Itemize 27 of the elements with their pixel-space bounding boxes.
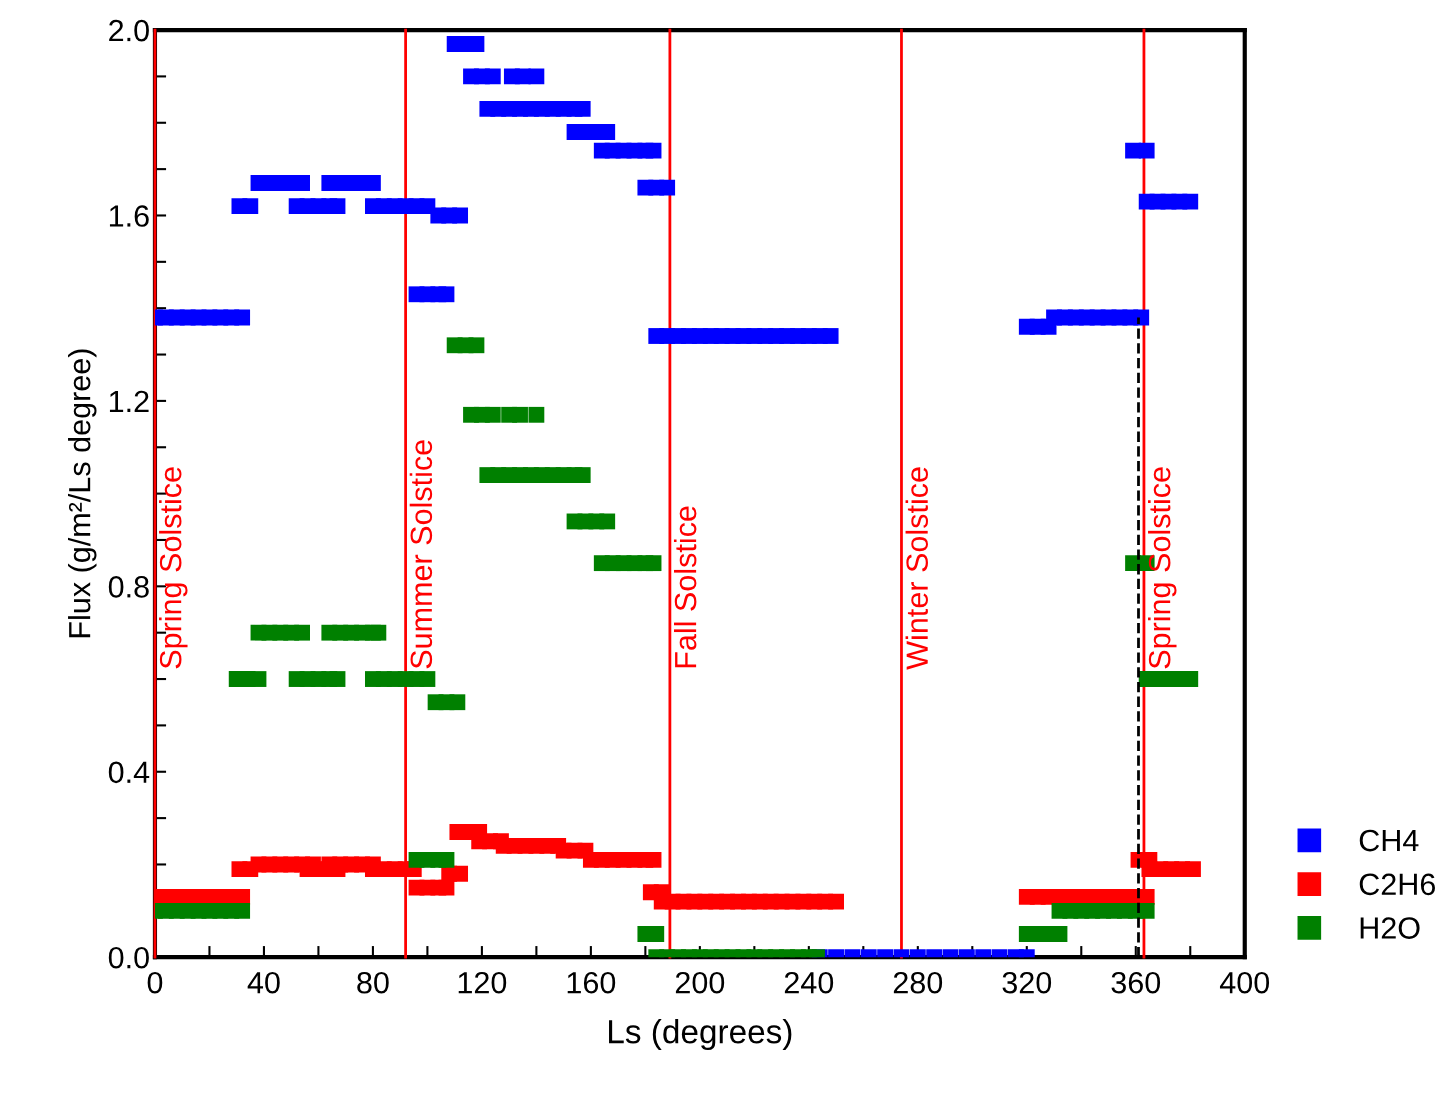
x-tick-label: 160 bbox=[567, 971, 616, 994]
x-tick-label: 40 bbox=[247, 971, 280, 994]
y-tick-label: 0.0 bbox=[108, 946, 149, 969]
y-tick-label: 0.4 bbox=[108, 761, 150, 784]
y-tick-label: 0.8 bbox=[108, 576, 149, 598]
x-tick-label: 200 bbox=[675, 971, 725, 994]
x-tick-label: 240 bbox=[784, 971, 834, 994]
legend-label: H2O bbox=[1360, 917, 1420, 939]
ref-line-label: Winter Solstice bbox=[905, 467, 928, 670]
x-tick-label: 360 bbox=[1111, 971, 1161, 994]
x-tick-label: 320 bbox=[1002, 971, 1052, 994]
x-axis-title: Ls (degrees) bbox=[609, 1019, 792, 1051]
y-tick-label: 1.2 bbox=[109, 390, 149, 412]
legend-label: CH4 bbox=[1359, 829, 1419, 852]
x-tick-label: 0 bbox=[147, 971, 163, 994]
x-tick-label: 280 bbox=[893, 971, 943, 994]
ref-line-label: Spring Solstice bbox=[159, 467, 188, 669]
x-tick-label: 120 bbox=[458, 971, 507, 994]
y-tick-label: 1.6 bbox=[109, 205, 149, 227]
ref-line-label: Spring Solstice bbox=[1148, 467, 1177, 669]
y-axis-title: Flux (g/m²/Ls degree) bbox=[68, 349, 97, 638]
y-tick-label: 2.0 bbox=[109, 19, 149, 42]
ref-line-label: Fall Solstice bbox=[673, 506, 697, 668]
x-tick-label: 400 bbox=[1219, 971, 1270, 994]
x-tick-label: 80 bbox=[357, 971, 389, 994]
legend-label: C2H6 bbox=[1359, 873, 1435, 896]
ref-line-label: Summer Solstice bbox=[409, 440, 433, 669]
